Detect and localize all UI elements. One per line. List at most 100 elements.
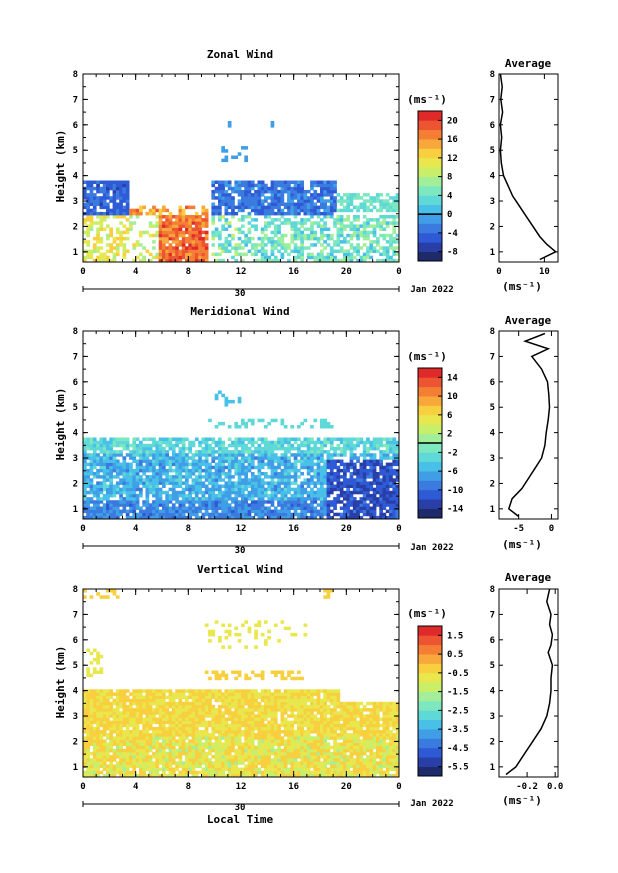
heatmap-cell: [165, 224, 169, 228]
heatmap-cell: [86, 243, 90, 247]
heatmap-cell: [178, 730, 183, 734]
heatmap-cell: [191, 761, 196, 765]
heatmap-cell: [273, 487, 278, 492]
heatmap-cell: [323, 459, 327, 463]
heatmap-cell: [349, 493, 354, 498]
heatmap-cell: [92, 446, 97, 451]
heatmap-cell: [115, 481, 120, 485]
heatmap-cell: [99, 205, 104, 210]
heatmap-cell: [129, 692, 133, 696]
heatmap-cell: [277, 227, 281, 231]
heatmap-cell: [211, 487, 216, 492]
heatmap-cell: [89, 255, 94, 260]
heatmap-cell: [234, 468, 239, 473]
heatmap-cell: [306, 503, 311, 507]
heatmap-cell: [326, 450, 331, 454]
heatmap-cell: [379, 258, 383, 263]
heatmap-cell: [227, 240, 232, 244]
heatmap-cell: [260, 478, 265, 482]
heatmap-cell: [194, 453, 199, 457]
heatmap-cell: [379, 487, 383, 492]
heatmap-cell: [185, 221, 189, 225]
heatmap-cell: [257, 443, 262, 448]
heatmap-cell: [129, 211, 133, 216]
heatmap-cell: [211, 205, 216, 210]
heatmap-cell: [171, 503, 176, 507]
heatmap-cell: [204, 465, 209, 470]
heatmap-cell: [277, 218, 281, 222]
heatmap-cell: [148, 252, 153, 257]
heatmap-cell: [250, 497, 255, 501]
heatmap-cell: [86, 736, 90, 740]
heatmap-cell: [148, 465, 153, 470]
heatmap-cell: [171, 751, 176, 756]
heatmap-cell: [125, 475, 130, 479]
heatmap-cell: [241, 484, 245, 488]
heatmap-cell: [323, 227, 327, 231]
heatmap-cell: [135, 453, 140, 457]
heatmap-cell: [178, 755, 183, 759]
heatmap-cell: [392, 515, 397, 520]
heatmap-cell: [168, 481, 173, 485]
heatmap-cell: [320, 440, 324, 445]
heatmap-cell: [99, 736, 104, 740]
heatmap-cell: [293, 481, 298, 485]
heatmap-cell: [148, 701, 153, 706]
heatmap-cell: [106, 733, 110, 737]
heatmap-cell: [300, 500, 304, 504]
heatmap-cell: [158, 468, 163, 473]
heatmap-cell: [382, 506, 387, 510]
heatmap-cell: [109, 258, 113, 263]
heatmap-cell: [145, 493, 150, 498]
heatmap-cell: [231, 255, 235, 260]
heatmap-cell: [250, 180, 255, 184]
heatmap-cell: [257, 208, 262, 213]
heatmap-cell: [260, 515, 265, 520]
heatmap-cell: [158, 509, 163, 514]
heatmap-cell: [306, 459, 311, 463]
heatmap-cell: [293, 215, 298, 219]
heatmap-cell: [237, 218, 242, 222]
heatmap-cell: [329, 440, 334, 445]
heatmap-cell: [129, 224, 133, 228]
heatmap-cell: [273, 481, 278, 485]
heatmap-cell: [83, 509, 87, 514]
heatmap-cell: [168, 493, 173, 498]
heatmap-cell: [99, 720, 104, 725]
heatmap-cell: [119, 215, 123, 219]
heatmap-cell: [122, 478, 127, 482]
heatmap-cell: [359, 484, 364, 488]
heatmap-cell: [115, 500, 120, 504]
heatmap-cell: [86, 468, 90, 473]
heatmap-cell: [273, 440, 278, 445]
heatmap-cell: [300, 208, 304, 213]
heatmap-cell: [152, 240, 156, 244]
average-y-tick-label: 7: [490, 95, 495, 105]
heatmap-cell: [293, 459, 298, 463]
heatmap-cell: [162, 465, 166, 470]
heatmap-cell: [352, 196, 357, 200]
heatmap-cell: [323, 421, 327, 426]
heatmap-cell: [297, 437, 301, 441]
heatmap-cell: [106, 698, 110, 703]
heatmap-cell: [99, 252, 104, 257]
heatmap-cell: [290, 487, 295, 492]
heatmap-cell: [290, 199, 295, 203]
heatmap-cell: [359, 437, 364, 441]
heatmap-cell: [270, 456, 275, 460]
heatmap-cell: [204, 726, 209, 731]
heatmap-cell: [300, 440, 304, 445]
heatmap-cell: [165, 711, 169, 715]
heatmap-cell: [148, 773, 153, 778]
heatmap-cell: [89, 698, 94, 703]
heatmap-cell: [148, 761, 153, 765]
average-frame: [498, 73, 559, 263]
heatmap-cell: [379, 205, 383, 210]
heatmap-cell: [125, 196, 130, 200]
heatmap-cell: [297, 183, 301, 188]
heatmap-cell: [145, 230, 150, 235]
heatmap-cell: [198, 720, 202, 725]
heatmap-cell: [369, 493, 374, 498]
heatmap-cell: [96, 196, 100, 200]
heatmap-cell: [122, 717, 127, 721]
